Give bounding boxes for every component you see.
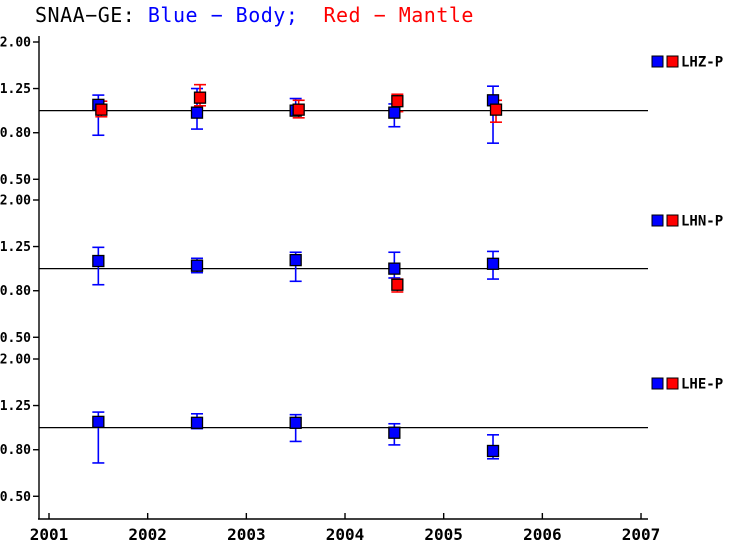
data-point-red <box>391 95 404 108</box>
y-tick-label: 2.00 <box>0 194 31 209</box>
y-tick-label: 2.00 <box>0 36 31 51</box>
data-point-blue <box>289 416 302 429</box>
legend-label: LHN-P <box>681 214 723 230</box>
legend-swatch-body <box>651 55 664 68</box>
title-station-label: SNAA−GE: <box>35 3 148 27</box>
data-point-red <box>292 103 305 116</box>
legend-label: LHZ-P <box>681 55 723 71</box>
data-point-red <box>193 91 207 104</box>
data-point-blue <box>486 257 500 270</box>
x-tick-label: 2001 <box>30 525 69 544</box>
y-tick-label: 0.50 <box>0 490 31 505</box>
y-tick-label: 1.25 <box>0 240 31 255</box>
legend-swatch-mantle <box>666 55 679 68</box>
legend-swatch-body <box>651 377 664 390</box>
y-tick-label: 0.50 <box>0 173 31 188</box>
y-tick-label: 0.80 <box>0 284 31 299</box>
legend-swatch-body <box>651 214 664 227</box>
data-point-blue <box>190 106 204 119</box>
x-tick-label: 2007 <box>622 525 661 544</box>
data-point-blue <box>92 415 105 429</box>
title-mantle-legend-label: Red − Mantle <box>323 3 474 27</box>
legend-swatch-mantle <box>666 377 679 390</box>
data-point-blue <box>190 416 204 429</box>
y-tick-label: 0.50 <box>0 331 31 346</box>
data-point-blue <box>388 106 401 119</box>
x-tick-label: 2004 <box>326 525 365 544</box>
x-tick-label: 2006 <box>523 525 562 544</box>
data-point-red <box>489 103 503 116</box>
y-tick-label: 1.25 <box>0 82 31 97</box>
data-point-blue <box>190 259 204 272</box>
data-point-blue <box>388 262 401 275</box>
data-point-blue <box>92 254 105 268</box>
x-tick-label: 2003 <box>227 525 266 544</box>
data-point-blue <box>486 444 500 458</box>
data-point-red <box>95 103 108 116</box>
legend-label: LHE-P <box>681 377 723 393</box>
y-tick-label: 2.00 <box>0 353 31 368</box>
title-body-legend-label: Blue − Body; <box>147 3 324 27</box>
data-point-blue <box>388 426 401 439</box>
chart-title: SNAA−GE: Blue − Body; Red − Mantle <box>35 4 474 26</box>
y-tick-label: 0.80 <box>0 443 31 458</box>
y-tick-label: 0.80 <box>0 126 31 141</box>
y-tick-label: 1.25 <box>0 399 31 414</box>
legend-swatch-mantle <box>666 214 679 227</box>
data-point-blue <box>289 253 302 267</box>
x-tick-label: 2002 <box>128 525 167 544</box>
data-point-red <box>391 278 404 291</box>
x-tick-label: 2005 <box>424 525 463 544</box>
